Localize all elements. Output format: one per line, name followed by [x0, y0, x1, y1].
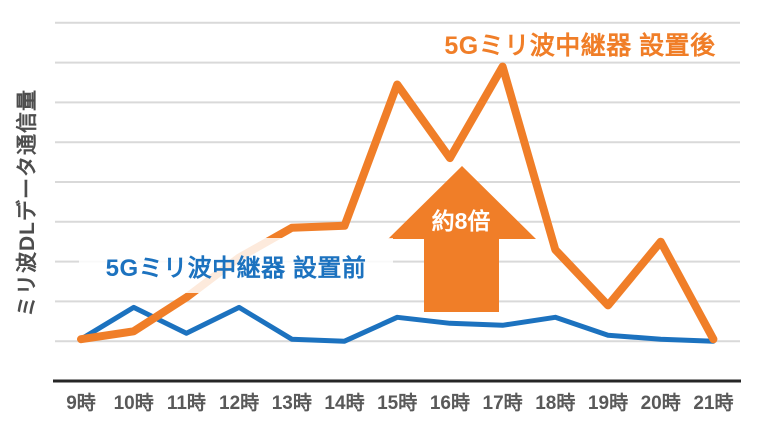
growth-arrow [388, 166, 536, 312]
x-axis-label: 17時 [482, 393, 523, 414]
x-axis-label: 18時 [535, 393, 576, 414]
series-after-label: 5Gミリ波中継器 設置後 [444, 32, 716, 60]
x-axis-label: 13時 [271, 393, 312, 414]
x-axis-label: 9時 [66, 393, 96, 414]
series-line-after [77, 62, 718, 344]
x-axis-label: 12時 [219, 393, 260, 414]
series-before-label-box: 5Gミリ波中継器 設置前 [79, 238, 393, 293]
series-before-label: 5Gミリ波中継器 設置前 [105, 255, 367, 282]
x-axis-label: 21時 [693, 393, 734, 414]
x-axis-label: 20時 [640, 393, 681, 414]
x-axis-label: 10時 [113, 393, 154, 414]
x-axis-label: 16時 [429, 393, 470, 414]
x-axis-label: 11時 [166, 393, 206, 414]
x-axis-label: 19時 [587, 393, 629, 414]
growth-arrow-label: 約8倍 [431, 208, 491, 234]
x-axis-label: 14時 [324, 393, 365, 414]
series-line-before [78, 304, 716, 344]
x-axis-label: 15時 [377, 393, 418, 414]
y-axis-title: ミリ波DLデータ通信量 [16, 89, 39, 317]
